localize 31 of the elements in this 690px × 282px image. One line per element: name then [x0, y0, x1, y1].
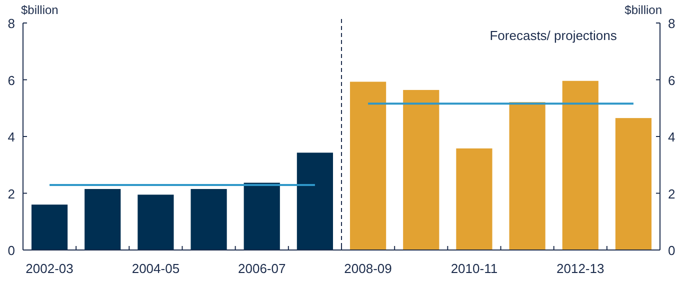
x-tick-label: 2012-13 — [556, 261, 604, 276]
y2-tick-label: 8 — [668, 16, 676, 31]
y2-tick-label: 2 — [668, 186, 676, 202]
bar — [562, 80, 598, 250]
bar — [31, 204, 68, 250]
y2-tick-label: 6 — [668, 72, 676, 88]
y2-tick-label: 4 — [668, 130, 676, 144]
x-tick-label: 2008-09 — [344, 261, 392, 276]
y-tick-label: 2 — [8, 186, 15, 202]
y-tick-label: 4 — [8, 130, 15, 144]
bar — [615, 118, 652, 250]
y-axis-title: $billion — [21, 3, 58, 17]
y-tick-label: 8 — [8, 16, 15, 31]
x-tick-label: 2004-05 — [132, 261, 180, 276]
bar — [190, 188, 227, 250]
y-tick-label: 0 — [8, 243, 15, 258]
annotation: Forecasts/ projections — [490, 28, 618, 43]
y2-axis-title: $billion — [624, 3, 662, 17]
bar — [456, 148, 492, 250]
bar — [84, 188, 121, 250]
bar — [350, 82, 386, 250]
x-tick-label: 2010-11 — [450, 261, 498, 276]
x-tick-label: 2002-03 — [26, 261, 74, 276]
bar — [296, 152, 334, 250]
y2-tick-label: 0 — [668, 243, 676, 258]
y-tick-label: 6 — [8, 72, 15, 88]
bar — [509, 102, 546, 250]
x-tick-label: 2006-07 — [238, 261, 286, 276]
bar — [138, 194, 174, 250]
bar — [244, 182, 280, 250]
bar — [403, 90, 440, 250]
